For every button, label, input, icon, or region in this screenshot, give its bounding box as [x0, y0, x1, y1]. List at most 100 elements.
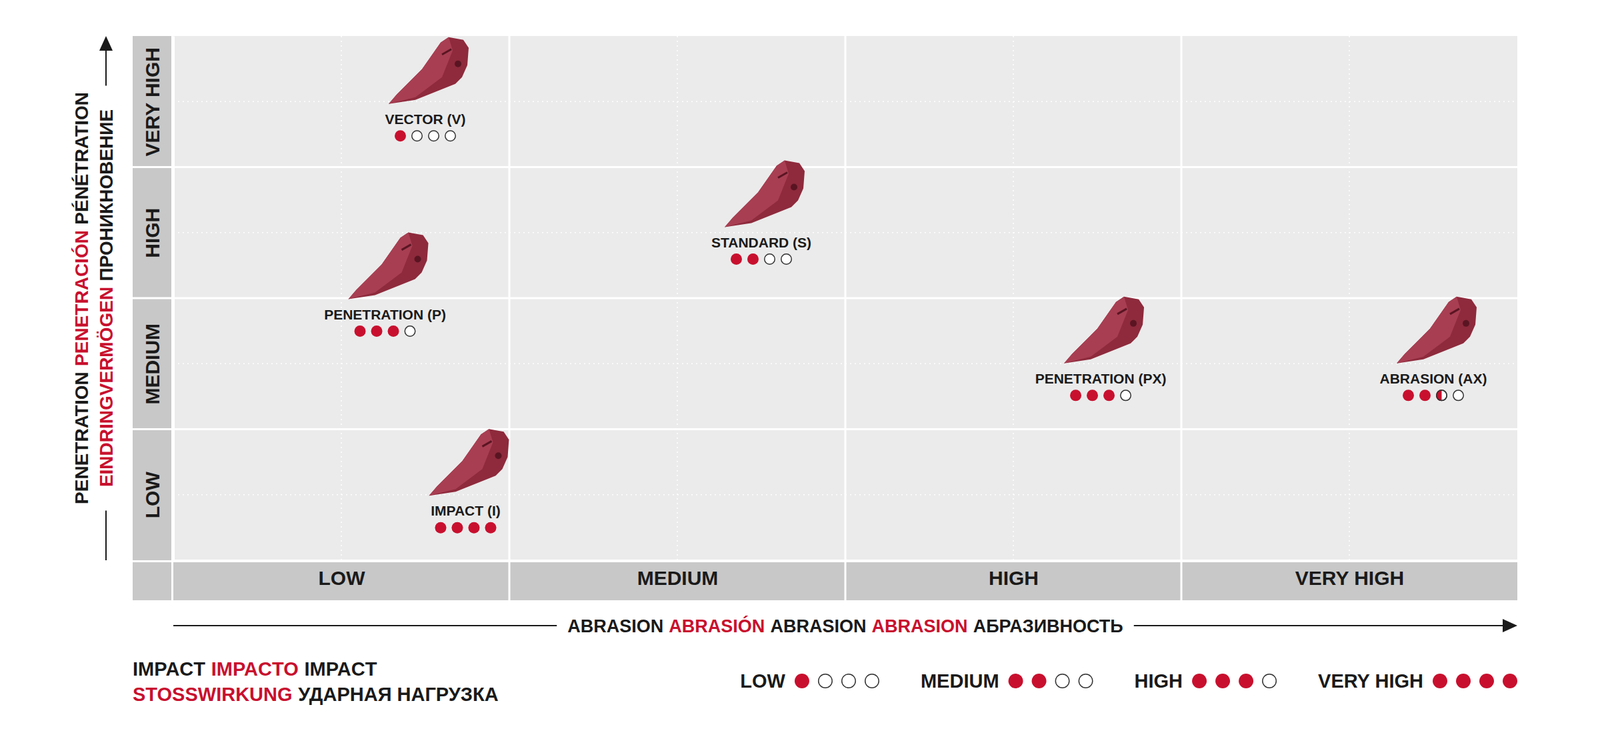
y-tick-label: MEDIUM — [141, 323, 164, 405]
tooth-face — [724, 160, 789, 228]
title-word: IMPACT — [304, 658, 377, 680]
legend-label: VERY HIGH — [1318, 670, 1424, 692]
marks — [348, 37, 1477, 534]
title-word: ABRASION — [770, 616, 866, 636]
x-axis-title: ABRASIONABRASIÓNABRASIONABRASIONАБРАЗИВН… — [173, 615, 1518, 636]
impact-dot-filled — [1086, 389, 1098, 401]
tooth-body — [428, 428, 509, 496]
tooth-face — [1396, 296, 1461, 364]
impact-legend-title: IMPACTIMPACTOIMPACT — [132, 658, 378, 680]
tooth-slot — [1117, 308, 1127, 314]
y-axis-line — [172, 36, 175, 561]
x-title-background — [556, 615, 1134, 636]
tooth — [1064, 296, 1144, 364]
title-word: IMPACT — [132, 658, 206, 680]
tooth-hole — [1130, 320, 1137, 327]
legend-label: LOW — [740, 670, 786, 692]
impact-dot-filled — [1103, 389, 1115, 401]
impact-dots — [1070, 389, 1131, 401]
impact-legend-title: STOSSWIRKUNGУДАРНАЯ НАГРУЗКА — [132, 683, 499, 705]
impact-dot-empty — [412, 130, 423, 142]
y-tick-label: HIGH — [141, 208, 164, 258]
legend-entry: VERY HIGH — [1318, 670, 1518, 692]
impact-dot-empty — [428, 130, 440, 142]
tooth-slot — [1450, 308, 1460, 314]
tooth-face — [388, 37, 453, 104]
impact-dot-empty — [404, 326, 416, 337]
impact-dot-filled — [1502, 673, 1518, 688]
axis-bands — [132, 36, 1518, 600]
impact-dot-filled — [747, 253, 759, 265]
impact-dot-partial — [1436, 389, 1442, 401]
tooth-hole — [454, 60, 462, 68]
y-title-text: EINDRINGVERMÖGENПРОНИКНОВЕНИЕ — [96, 109, 117, 487]
legend-entry: HIGH — [1134, 670, 1277, 692]
title-word: IMPACTO — [211, 658, 299, 680]
point-label: PENETRATION (PX) — [1035, 370, 1167, 386]
x-title-arrowhead — [1502, 618, 1518, 632]
impact-dot-filled — [1008, 673, 1024, 688]
title-word: PENETRATION — [71, 371, 92, 504]
y-band — [132, 429, 172, 561]
y-tick: LOW — [141, 471, 174, 519]
tooth-slot — [482, 440, 492, 446]
chart: LOW MEDIUM HIGH VERY HIGH LOW MEDIUM HIGH VERY … — [0, 0, 1600, 735]
title-word: ПРОНИКНОВЕНИЕ — [96, 109, 117, 282]
impact-dot-empty — [1436, 390, 1448, 401]
title-word: STOSSWIRKUNG — [132, 683, 293, 705]
impact-dot-empty — [865, 674, 880, 688]
impact-dot-filled — [484, 522, 496, 534]
impact-dot-filled — [388, 325, 400, 337]
legend-label: MEDIUM — [920, 670, 1000, 692]
x-axis: LOW MEDIUM HIGH VERY HIGH — [174, 560, 1518, 589]
cell-separator — [132, 428, 1518, 430]
tooth-slot — [442, 49, 452, 55]
impact-dot-empty — [445, 130, 456, 142]
tooth-slot — [778, 172, 788, 178]
y-axis-title: PENETRATIONPENETRACIÓNPÉNÉTRATIONEINDRIN… — [71, 36, 117, 560]
impact-dots — [354, 325, 416, 337]
point-label: STANDARD (S) — [711, 234, 812, 250]
y-tick-label: LOW — [141, 471, 164, 519]
impact-dot-filled — [1215, 673, 1230, 688]
corner-band — [132, 562, 172, 600]
y-band — [132, 167, 172, 299]
y-title-line: PENETRATIONPENETRACIÓNPÉNÉTRATION — [71, 92, 92, 504]
impact-dot-empty — [1055, 674, 1070, 688]
x-axis-line — [174, 559, 1518, 562]
impact-dot-empty — [781, 254, 792, 265]
title-word: ABRASION — [872, 616, 968, 636]
tooth-body — [1396, 296, 1477, 364]
x-band — [845, 562, 1182, 600]
impact-dot-filled — [1192, 673, 1207, 688]
impact-dot-empty — [818, 674, 833, 688]
cell-separator — [1180, 36, 1183, 600]
impact-dot-filled — [434, 522, 446, 534]
cell-separator — [132, 166, 1518, 168]
impact-dots — [1402, 389, 1464, 401]
impact-dot-empty — [1078, 674, 1093, 688]
x-tick: HIGH — [988, 560, 1039, 589]
x-tick: MEDIUM — [637, 560, 719, 589]
y-band — [132, 36, 172, 168]
impact-dot-filled — [468, 522, 480, 534]
impact-dot-filled — [794, 673, 810, 688]
impact-dot-filled — [1479, 673, 1494, 688]
tooth — [428, 428, 509, 496]
impact-dots — [394, 130, 456, 142]
y-tick-label: VERY HIGH — [141, 47, 164, 156]
y-tick: HIGH — [141, 208, 174, 258]
x-band — [509, 562, 846, 600]
tooth — [388, 37, 469, 104]
x-tick-label: LOW — [318, 566, 366, 589]
point-label: IMPACT (I) — [430, 502, 501, 518]
x-tick: VERY HIGH — [1295, 560, 1404, 589]
impact-dot-filled — [451, 522, 463, 534]
title-word: АБРАЗИВНОСТЬ — [973, 616, 1124, 636]
tooth-face — [1064, 296, 1128, 364]
impact-dots — [730, 253, 792, 265]
point-labels: VECTOR (V)STANDARD (S)PENETRATION (P)PEN… — [324, 111, 1487, 519]
impact-dot-empty — [1453, 390, 1464, 401]
title-word: ABRASION — [567, 616, 664, 636]
tooth-body — [1064, 296, 1144, 364]
